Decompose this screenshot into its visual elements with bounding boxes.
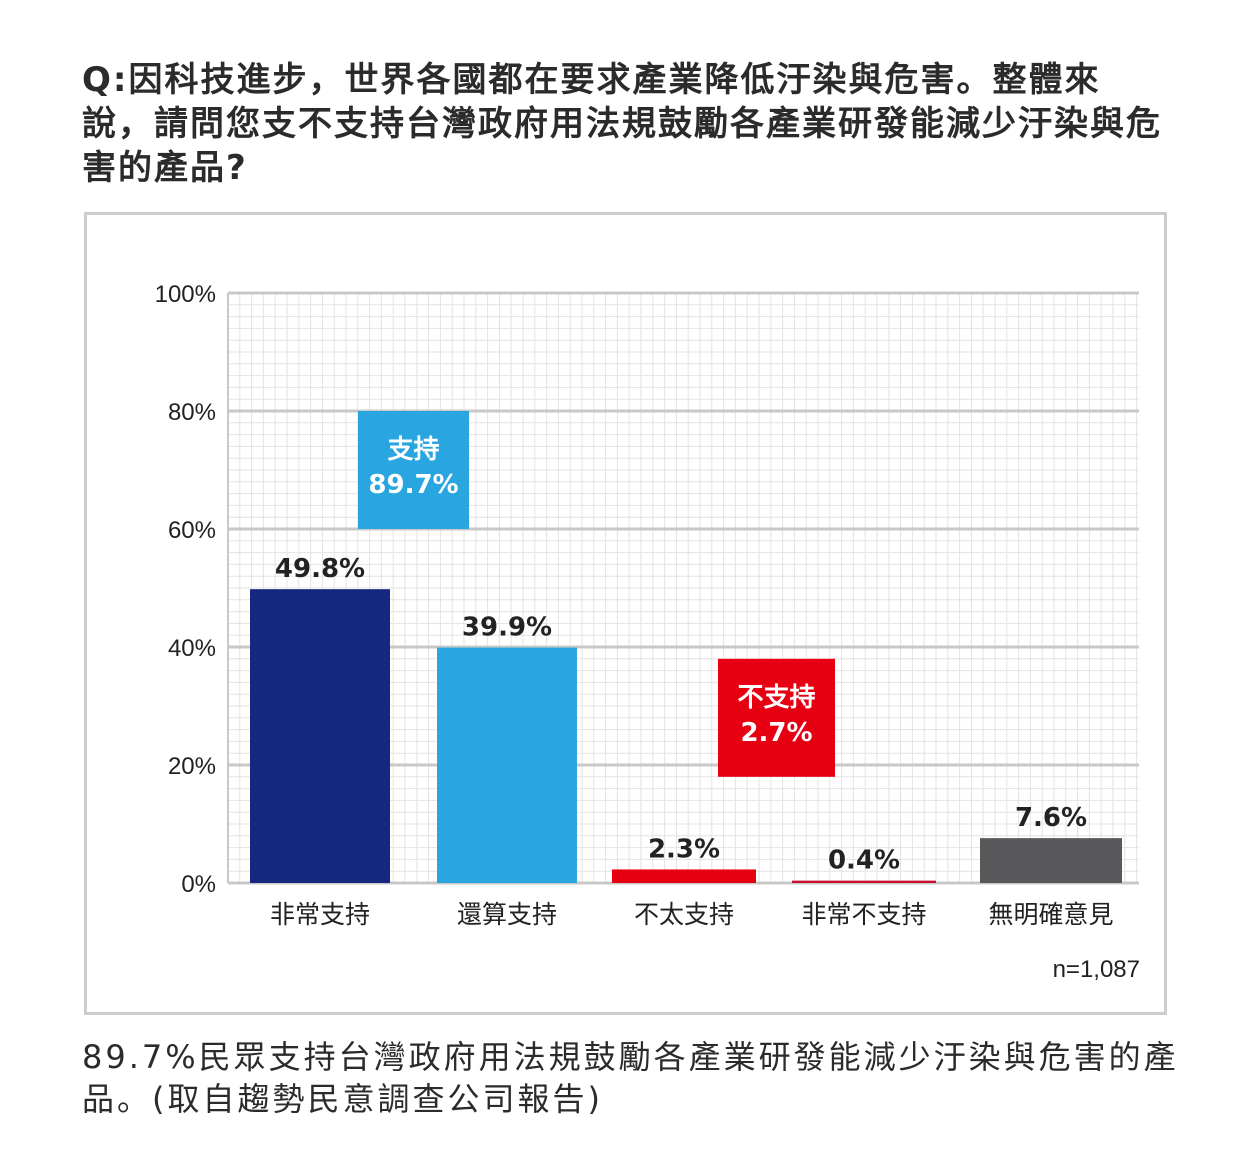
x-tick-label: 不太支持	[634, 900, 734, 929]
bar-value-label: 0.4%	[828, 846, 900, 876]
y-tick-label: 0%	[181, 871, 216, 898]
bar-value-label: 2.3%	[648, 834, 720, 864]
y-tick-label: 20%	[168, 753, 216, 780]
annotation-value: 2.7%	[740, 718, 812, 748]
bar-3	[612, 869, 756, 883]
bar-5	[980, 838, 1122, 883]
y-tick-label: 80%	[168, 399, 216, 426]
x-tick-label: 非常支持	[270, 900, 370, 929]
question-title: Q:因科技進步，世界各國都在要求產業降低汙染與危害。整體來說，請問您支不支持台灣…	[82, 60, 1162, 188]
bar-4	[792, 880, 936, 883]
annotation-label: 支持	[387, 435, 439, 465]
annotation-label: 不支持	[737, 683, 815, 713]
bar-value-label: 49.8%	[275, 554, 365, 584]
y-tick-label: 100%	[155, 281, 216, 308]
annotation-box-support	[358, 411, 469, 529]
bar-chart: 0% 20% 40% 60% 80% 100% 49.8% 非常支持 39.9% 還算支持 2.3%…	[155, 281, 1140, 983]
caption: 89.7%民眾支持台灣政府用法規鼓勵各產業研發能減少汙染與危害的產品。(取自趨勢…	[82, 1038, 1179, 1118]
x-tick-label: 非常不支持	[801, 900, 926, 929]
chart-frame: 0% 20% 40% 60% 80% 100% 49.8% 非常支持 39.9% 還算支持 2.3%…	[84, 212, 1167, 1015]
y-tick-label: 40%	[168, 635, 216, 662]
annotation-value: 89.7%	[368, 470, 458, 500]
x-tick-label: 無明確意見	[988, 900, 1113, 929]
bar-1	[250, 589, 390, 883]
x-tick-label: 還算支持	[457, 900, 557, 929]
bar-value-label: 39.9%	[462, 613, 552, 643]
sample-size-label: n=1,087	[1053, 956, 1140, 983]
bar-value-label: 7.6%	[1015, 803, 1087, 833]
annotation-box-oppose	[718, 658, 835, 777]
bar-2	[437, 647, 577, 883]
y-tick-label: 60%	[168, 517, 216, 544]
